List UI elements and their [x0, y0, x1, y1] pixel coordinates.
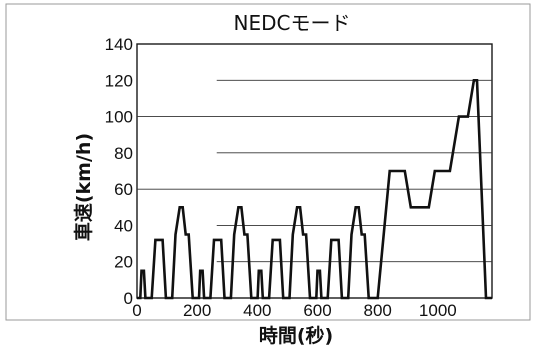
y-tick-label: 0: [124, 289, 133, 308]
y-tick-label: 140: [105, 35, 133, 54]
x-tick-label: 600: [303, 301, 331, 320]
x-tick-label: 400: [243, 301, 271, 320]
chart-title: NEDCモード: [234, 11, 351, 35]
y-tick-label: 100: [105, 108, 133, 127]
series-line-0: [137, 79, 492, 300]
x-axis-ticks: 0 200 400 600 800 1000: [132, 301, 456, 320]
y-tick-label: 120: [105, 71, 133, 90]
y-tick-label: 40: [114, 216, 133, 235]
y-axis-ticks: 0 20 40 60 80 100 120 140: [105, 35, 133, 308]
y-tick-label: 80: [114, 144, 133, 163]
y-tick-label: 60: [114, 180, 133, 199]
figure-frame: [5, 3, 531, 321]
x-tick-label: 200: [183, 301, 211, 320]
series-layer: [137, 79, 492, 300]
x-tick-label: 800: [363, 301, 391, 320]
x-tick-label: 0: [132, 301, 141, 320]
plot-area: [136, 43, 493, 299]
x-axis-label: 時間(秒): [259, 324, 333, 347]
y-tick-label: 20: [114, 253, 133, 272]
y-axis-label: 車速(km/h): [72, 133, 95, 241]
x-tick-label: 1000: [419, 301, 457, 320]
